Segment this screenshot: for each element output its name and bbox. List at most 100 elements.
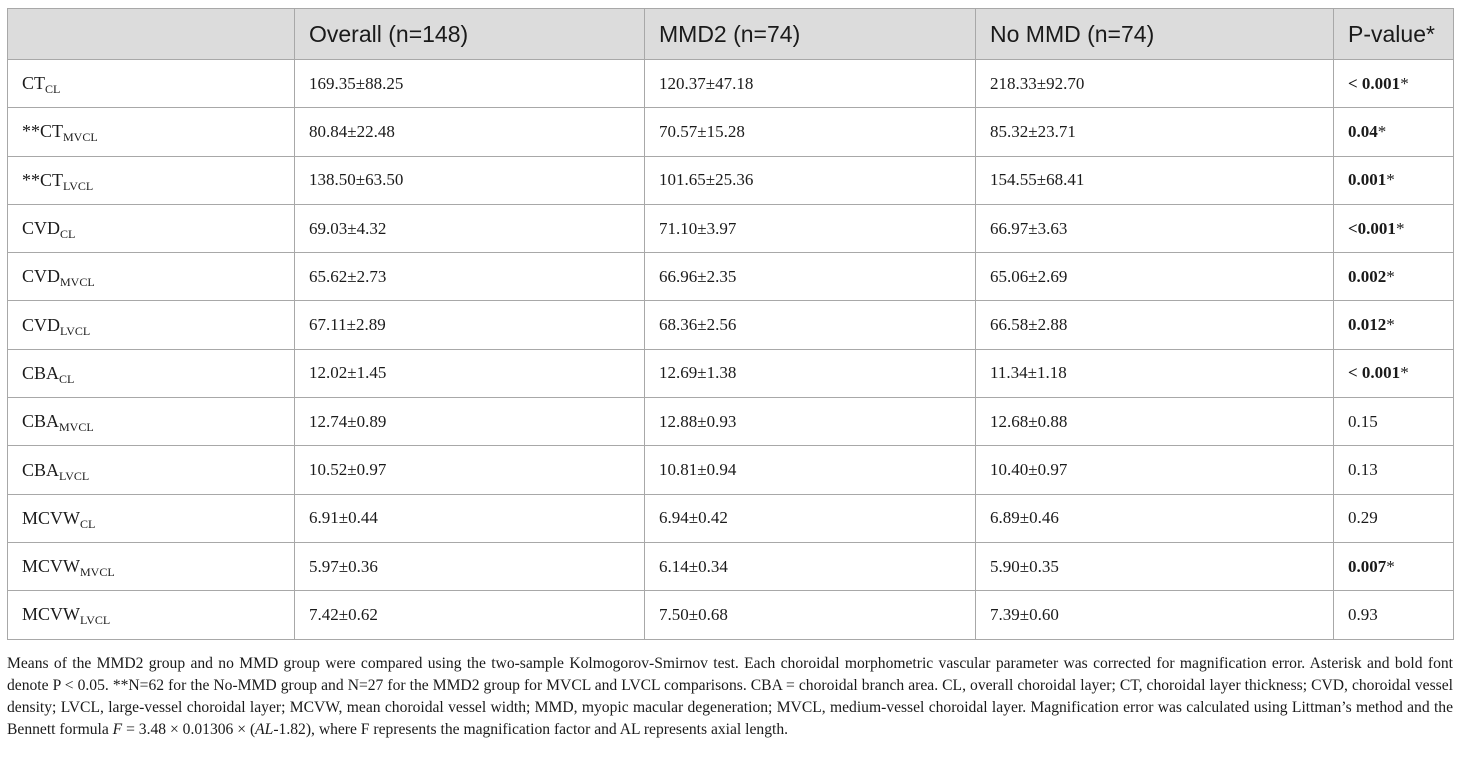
- header-cell-overall: Overall (n=148): [294, 8, 645, 60]
- no-mmd-cell: 7.39±0.60: [975, 590, 1334, 640]
- parameter-subscript: CL: [80, 516, 96, 531]
- mmd2-cell: 120.37±47.18: [644, 58, 976, 109]
- parameter-subscript: MVCL: [59, 420, 94, 435]
- overall-cell: 67.11±2.89: [294, 300, 645, 350]
- parameter-name: CVD: [22, 266, 61, 287]
- p-value-cell: 0.13: [1333, 445, 1454, 495]
- parameter-subscript: LVCL: [60, 323, 91, 338]
- table-body: CTCL 169.35±88.25 120.37±47.18 218.33±92.70…: [7, 58, 1454, 640]
- p-value-cell: 0.93: [1333, 590, 1454, 640]
- overall-cell: 80.84±22.48: [294, 107, 645, 157]
- overall-cell: 10.52±0.97: [294, 445, 645, 495]
- formula-mid: = 3.48 × 0.01306 × (: [122, 721, 256, 738]
- mmd2-cell: 12.88±0.93: [644, 397, 976, 447]
- p-value-cell: 0.29: [1333, 493, 1454, 543]
- no-mmd-cell: 12.68±0.88: [975, 397, 1334, 447]
- p-value-cell: 0.15: [1333, 397, 1454, 447]
- mmd2-cell: 6.94±0.42: [644, 493, 976, 543]
- parameter-cell: CVDCL: [7, 203, 295, 254]
- p-value-cell: 0.012*: [1333, 300, 1454, 350]
- p-value-cell: 0.002*: [1333, 252, 1454, 302]
- parameter-name: CVD: [22, 314, 61, 335]
- no-mmd-cell: 218.33±92.70: [975, 58, 1334, 109]
- formula-al: AL: [255, 721, 274, 738]
- footnote-text: Means of the MMD2 group and no MMD group…: [7, 655, 1453, 738]
- mmd2-cell: 10.81±0.94: [644, 445, 976, 495]
- p-value-cell: < 0.001*: [1333, 58, 1454, 109]
- overall-cell: 12.74±0.89: [294, 397, 645, 447]
- no-mmd-cell: 85.32±23.71: [975, 107, 1334, 157]
- mmd2-cell: 70.57±15.28: [644, 107, 976, 157]
- header-cell-parameter: [7, 8, 295, 60]
- overall-cell: 5.97±0.36: [294, 541, 645, 592]
- parameter-cell: CBACL: [7, 348, 295, 399]
- p-value-cell: < 0.001*: [1333, 348, 1454, 399]
- formula-f: F: [112, 721, 123, 738]
- parameter-cell: **CTLVCL: [7, 155, 295, 205]
- parameter-cell: **CTMVCL: [7, 107, 295, 157]
- p-value-cell: 0.04*: [1333, 107, 1454, 157]
- parameter-subscript: MVCL: [63, 130, 98, 145]
- mmd2-cell: 101.65±25.36: [644, 155, 976, 205]
- p-value-star: *: [1386, 315, 1395, 335]
- table-row: CVDLVCL 67.11±2.89 68.36±2.56 66.58±2.88 0.0…: [7, 300, 1454, 350]
- header-cell-p-value: P-value*: [1333, 8, 1454, 60]
- p-value-bold: <0.001: [1348, 218, 1396, 238]
- p-value-plain: 0.93: [1348, 604, 1378, 624]
- p-value-bold: 0.012: [1348, 315, 1387, 335]
- table-container: Overall (n=148) MMD2 (n=74) No MMD (n=74…: [7, 8, 1454, 640]
- parameter-name: MCVW: [22, 604, 80, 625]
- p-value-star: *: [1386, 556, 1395, 576]
- p-value-bold: < 0.001: [1348, 363, 1401, 383]
- parameter-cell: MCVWLVCL: [7, 590, 295, 640]
- parameter-prefix: **: [22, 121, 40, 142]
- p-value-cell: 0.001*: [1333, 155, 1454, 205]
- table-row: CTCL 169.35±88.25 120.37±47.18 218.33±92.70…: [7, 58, 1454, 109]
- parameter-name: CBA: [22, 362, 60, 383]
- mmd2-cell: 71.10±3.97: [644, 203, 976, 254]
- parameter-cell: CBAMVCL: [7, 397, 295, 447]
- mmd2-cell: 66.96±2.35: [644, 252, 976, 302]
- p-value-bold: 0.04: [1348, 121, 1378, 141]
- parameter-name: MCVW: [22, 556, 80, 577]
- overall-cell: 138.50±63.50: [294, 155, 645, 205]
- parameter-subscript: LVCL: [63, 178, 94, 193]
- parameter-name: CT: [22, 73, 46, 94]
- no-mmd-cell: 5.90±0.35: [975, 541, 1334, 592]
- parameter-name: CT: [40, 169, 64, 190]
- p-value-star: *: [1395, 218, 1405, 238]
- no-mmd-cell: 11.34±1.18: [975, 348, 1334, 399]
- no-mmd-cell: 154.55±68.41: [975, 155, 1334, 205]
- table-footnote: Means of the MMD2 group and no MMD group…: [7, 653, 1453, 741]
- table-row: CVDCL 69.03±4.32 71.10±3.97 66.97±3.63 <0.00…: [7, 203, 1454, 254]
- parameter-cell: CVDLVCL: [7, 300, 295, 350]
- p-value-cell: 0.007*: [1333, 541, 1454, 592]
- parameter-subscript: LVCL: [80, 613, 111, 628]
- table-row: CBACL 12.02±1.45 12.69±1.38 11.34±1.18 < 0.0…: [7, 348, 1454, 399]
- p-value-star: *: [1386, 170, 1395, 190]
- p-value-star: *: [1400, 363, 1409, 383]
- no-mmd-cell: 66.58±2.88: [975, 300, 1334, 350]
- p-value-star: *: [1377, 121, 1387, 141]
- header-cell-no-mmd: No MMD (n=74): [975, 8, 1334, 60]
- p-value-plain: 0.15: [1348, 411, 1378, 431]
- parameter-cell: CTCL: [7, 58, 295, 109]
- table-row: **CTLVCL 138.50±63.50 101.65±25.36 154.55±6…: [7, 155, 1454, 205]
- no-mmd-cell: 66.97±3.63: [975, 203, 1334, 254]
- no-mmd-cell: 6.89±0.46: [975, 493, 1334, 543]
- parameter-cell: CVDMVCL: [7, 252, 295, 302]
- table-row: CBALVCL 10.52±0.97 10.81±0.94 10.40±0.97 0.1…: [7, 445, 1454, 495]
- parameter-prefix: **: [22, 169, 40, 190]
- mmd2-cell: 68.36±2.56: [644, 300, 976, 350]
- parameter-subscript: MVCL: [60, 275, 95, 290]
- parameter-name: MCVW: [22, 507, 80, 528]
- parameter-cell: CBALVCL: [7, 445, 295, 495]
- table-row: MCVWCL 6.91±0.44 6.94±0.42 6.89±0.46 0.29: [7, 493, 1454, 543]
- parameter-name: CBA: [22, 411, 60, 432]
- parameter-subscript: MVCL: [80, 565, 115, 580]
- parameter-name: CT: [40, 121, 64, 142]
- table-row: CVDMVCL 65.62±2.73 66.96±2.35 65.06±2.69 0.0…: [7, 252, 1454, 302]
- p-value-cell: <0.001*: [1333, 203, 1454, 254]
- parameter-name: CBA: [22, 459, 60, 480]
- p-value-plain: 0.13: [1348, 460, 1378, 480]
